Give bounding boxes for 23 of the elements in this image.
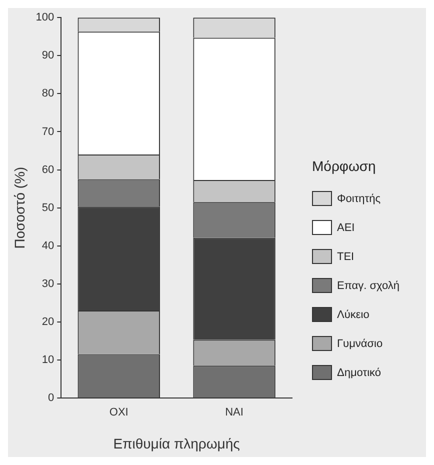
y-tick-label: 80: [42, 88, 54, 100]
legend-label: Φοιτητής: [337, 192, 381, 204]
legend-label: Γυμνάσιο: [337, 338, 383, 350]
y-tick-label: 20: [42, 316, 54, 328]
y-tick-label: 50: [42, 202, 54, 214]
y-tick-label: 60: [42, 164, 54, 176]
x-axis-title: Επιθυμία πληρωμής: [113, 435, 240, 452]
y-tick-label: 30: [42, 278, 54, 290]
y-axis-title: Ποσοστό (%): [11, 166, 28, 249]
legend-label: Λύκειο: [337, 308, 370, 320]
x-tick-label: ΟΧΙ: [109, 406, 128, 419]
y-tick-label: 10: [42, 354, 54, 366]
legend-label: Δημοτικό: [337, 366, 382, 378]
legend-title: Μόρφωση: [312, 158, 377, 174]
legend-label: ΤΕΙ: [337, 250, 354, 262]
y-tick-label: 70: [42, 126, 54, 138]
x-tick-label: ΝΑΙ: [225, 406, 244, 419]
y-tick-label: 90: [42, 50, 54, 62]
y-tick-label: 0: [48, 392, 54, 404]
y-tick-label: 40: [42, 240, 54, 252]
legend-label: Επαγ. σχολή: [337, 280, 400, 292]
legend-label: ΑΕΙ: [337, 222, 355, 234]
y-tick-label: 100: [36, 12, 54, 24]
